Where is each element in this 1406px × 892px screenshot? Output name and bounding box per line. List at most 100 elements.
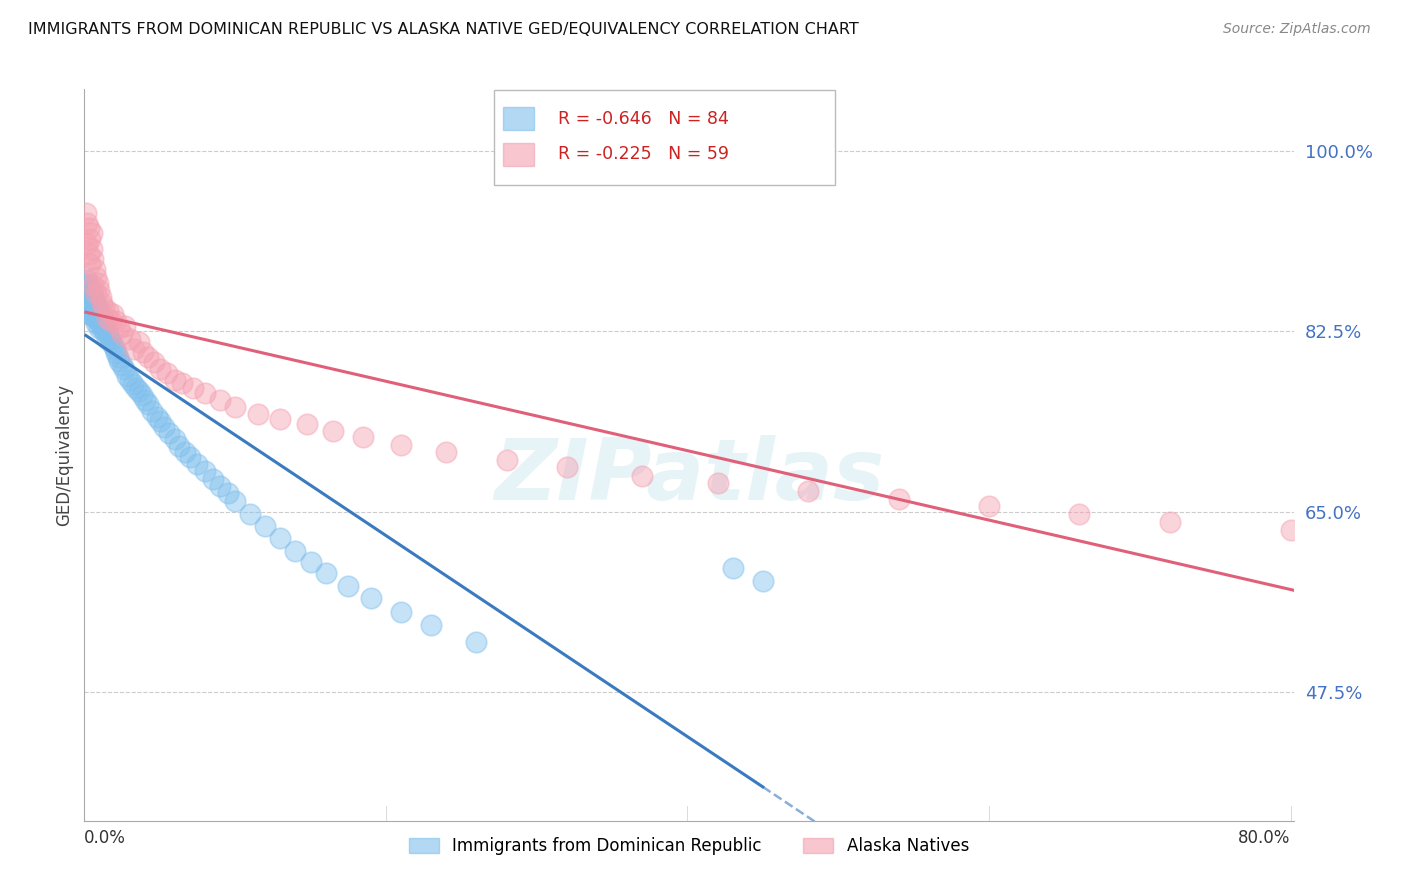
- Point: [79, 293, 101, 308]
- Point: [79, 231, 101, 245]
- Point: [94, 319, 117, 334]
- Point: [84, 303, 107, 318]
- Point: [80, 286, 103, 301]
- Point: [797, 483, 820, 498]
- Text: Source: ZipAtlas.com: Source: ZipAtlas.com: [1223, 22, 1371, 37]
- Point: [163, 373, 186, 387]
- Point: [89, 321, 111, 335]
- Point: [93, 314, 115, 328]
- Point: [132, 345, 155, 359]
- Point: [186, 457, 208, 471]
- Point: [145, 409, 167, 424]
- Point: [115, 368, 138, 383]
- Point: [90, 309, 112, 323]
- Point: [96, 324, 118, 338]
- Point: [389, 605, 412, 619]
- Point: [209, 393, 232, 408]
- Point: [80, 306, 103, 320]
- Point: [77, 277, 100, 292]
- Point: [91, 296, 114, 310]
- Point: [93, 324, 115, 338]
- Y-axis label: GED/Equivalency: GED/Equivalency: [55, 384, 73, 526]
- Point: [82, 309, 104, 323]
- Point: [77, 288, 100, 302]
- Point: [100, 334, 122, 349]
- Text: R = -0.646   N = 84: R = -0.646 N = 84: [558, 110, 730, 128]
- Point: [84, 295, 107, 310]
- Point: [149, 362, 172, 376]
- Point: [337, 579, 360, 593]
- Point: [124, 381, 146, 395]
- Point: [105, 346, 128, 360]
- Text: IMMIGRANTS FROM DOMINICAN REPUBLIC VS ALASKA NATIVE GED/EQUIVALENCY CORRELATION : IMMIGRANTS FROM DOMINICAN REPUBLIC VS AL…: [28, 22, 859, 37]
- Point: [297, 417, 319, 431]
- Point: [389, 437, 412, 451]
- Point: [97, 327, 120, 342]
- Point: [142, 355, 165, 369]
- Point: [169, 439, 191, 453]
- Point: [87, 276, 110, 290]
- Point: [80, 227, 103, 241]
- Point: [128, 334, 150, 349]
- Point: [82, 301, 104, 315]
- Point: [121, 376, 143, 391]
- Point: [77, 247, 100, 261]
- Point: [89, 314, 111, 328]
- Point: [87, 310, 110, 325]
- Point: [76, 293, 98, 308]
- Point: [136, 350, 159, 364]
- Point: [103, 342, 125, 356]
- Text: R = -0.225   N = 59: R = -0.225 N = 59: [558, 145, 730, 163]
- Point: [107, 350, 129, 364]
- Point: [194, 464, 217, 478]
- Point: [76, 283, 98, 297]
- Point: [82, 252, 104, 267]
- Point: [79, 301, 101, 315]
- Point: [79, 283, 101, 297]
- Point: [90, 317, 112, 331]
- Point: [80, 242, 103, 256]
- Point: [112, 362, 135, 376]
- Point: [322, 424, 344, 438]
- Point: [101, 307, 124, 321]
- Point: [269, 532, 291, 546]
- Point: [752, 574, 775, 588]
- Point: [141, 403, 163, 417]
- Point: [89, 283, 111, 297]
- Point: [284, 543, 307, 558]
- Point: [86, 286, 108, 301]
- Point: [1354, 530, 1376, 544]
- Point: [93, 301, 115, 315]
- Point: [209, 479, 232, 493]
- Point: [91, 310, 114, 325]
- Point: [114, 319, 136, 334]
- Text: 80.0%: 80.0%: [1239, 829, 1291, 847]
- Point: [315, 566, 337, 581]
- Point: [1279, 523, 1302, 537]
- Point: [172, 376, 194, 390]
- Point: [631, 468, 654, 483]
- Point: [77, 221, 100, 235]
- Point: [76, 216, 98, 230]
- Point: [174, 445, 197, 459]
- Point: [86, 299, 108, 313]
- Point: [96, 310, 118, 325]
- Point: [434, 445, 457, 459]
- Point: [136, 397, 159, 411]
- Point: [163, 433, 186, 447]
- Point: [134, 393, 156, 408]
- Point: [111, 359, 134, 373]
- Text: ZIPatlas: ZIPatlas: [494, 435, 884, 518]
- Point: [80, 295, 103, 310]
- Point: [194, 386, 217, 401]
- Point: [224, 400, 246, 414]
- Point: [118, 373, 141, 387]
- Point: [89, 303, 111, 318]
- Point: [181, 381, 204, 395]
- Point: [254, 519, 277, 533]
- Point: [100, 314, 122, 328]
- Point: [239, 507, 262, 521]
- Point: [101, 337, 124, 351]
- Point: [82, 277, 104, 292]
- Point: [360, 591, 382, 606]
